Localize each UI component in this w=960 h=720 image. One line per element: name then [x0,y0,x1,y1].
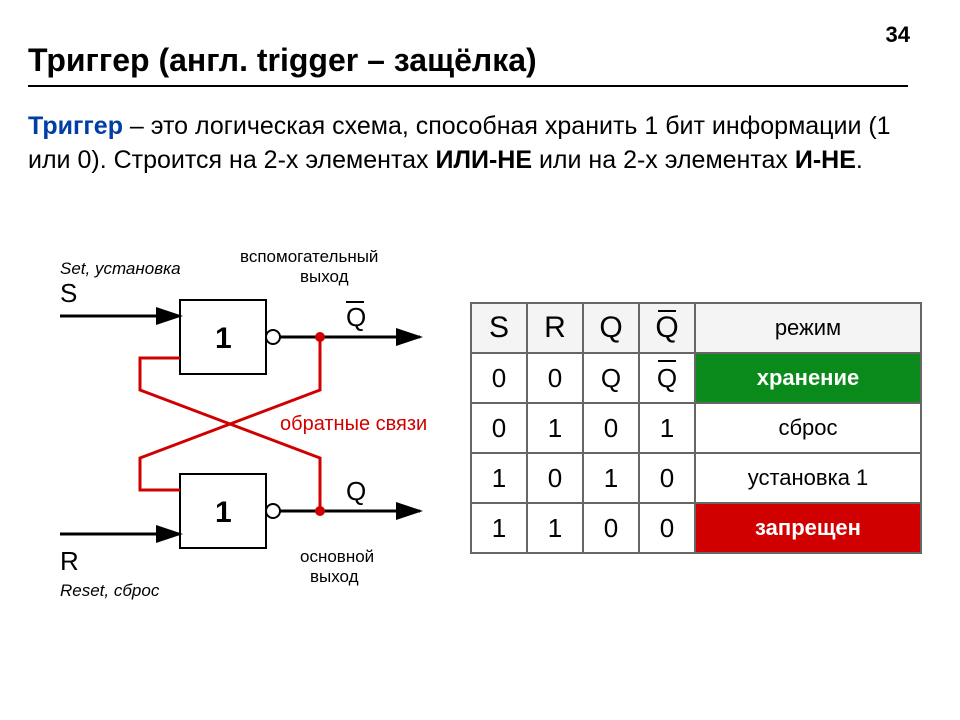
definition-bold-2: И-НЕ [795,146,856,174]
label-r: R [60,546,79,576]
th-mode: режим [695,303,921,353]
slide-title: Триггер (англ. trigger – защёлка) [28,42,908,87]
gate-lower-symbol: 1 [215,496,232,529]
table-row: 0 0 Q Q хранение [471,353,921,403]
cell-r: 0 [527,353,583,403]
cell-r: 0 [527,453,583,503]
table-row: 1 0 1 0 установка 1 [471,453,921,503]
cell-s: 1 [471,453,527,503]
definition-bold-1: ИЛИ-НЕ [435,146,532,174]
label-s: S [60,278,77,308]
gate-lower-bubble [266,504,280,518]
label-main-out-1: основной [300,547,374,566]
sr-latch-diagram: 1 1 S Set, установка R Reset, сброс Q вс… [20,250,460,670]
cell-s: 1 [471,503,527,553]
cell-r: 1 [527,403,583,453]
definition-mid: или на 2-х элементах [532,146,795,174]
label-qbar: Q [346,302,366,332]
cell-s: 0 [471,403,527,453]
cell-mode: хранение [695,353,921,403]
cell-q: 0 [583,403,639,453]
th-q: Q [583,303,639,353]
label-main-out-2: выход [310,567,359,586]
cell-q: Q [583,353,639,403]
th-s: S [471,303,527,353]
th-r: R [527,303,583,353]
label-aux-1: вспомогательный [240,250,378,266]
gate-upper-symbol: 1 [215,322,232,355]
table-row: 1 1 0 0 запрещен [471,503,921,553]
cell-r: 1 [527,503,583,553]
definition-term: Триггер [28,112,123,140]
label-aux-2: выход [300,267,349,286]
label-reset-sub: Reset, сброс [60,581,160,600]
cell-mode: запрещен [695,503,921,553]
table-header-row: S R Q Q режим [471,303,921,353]
cell-qbar: Q [639,353,695,403]
cell-qbar: 0 [639,453,695,503]
label-q: Q [346,476,366,506]
diagram-svg: 1 1 S Set, установка R Reset, сброс Q вс… [20,250,460,670]
gate-upper-bubble [266,330,280,344]
label-feedback: обратные связи [280,413,427,435]
th-qbar: Q [639,303,695,353]
definition-paragraph: Триггер – это логическая схема, способна… [28,110,908,178]
cell-qbar: 1 [639,403,695,453]
cell-q: 0 [583,503,639,553]
cell-mode: установка 1 [695,453,921,503]
cell-s: 0 [471,353,527,403]
definition-tail: . [856,146,863,174]
label-set-sub: Set, установка [60,259,181,278]
cell-qbar: 0 [639,503,695,553]
truth-table: S R Q Q режим 0 0 Q Q хранение 0 1 0 1 с… [470,302,922,554]
table-row: 0 1 0 1 сброс [471,403,921,453]
cell-mode: сброс [695,403,921,453]
cell-q: 1 [583,453,639,503]
